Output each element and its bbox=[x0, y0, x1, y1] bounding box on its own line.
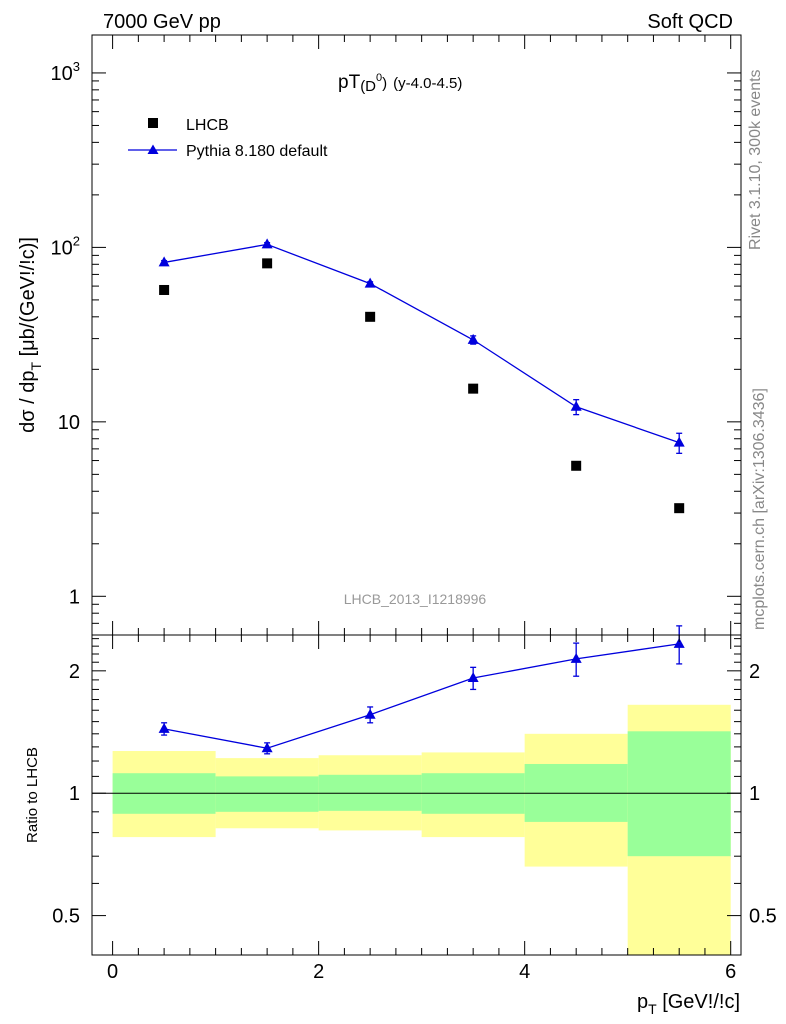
y-tick-label: 102 bbox=[51, 233, 80, 259]
ratio-series bbox=[158, 625, 685, 755]
rivet-label: Rivet 3.1.10, 300k events bbox=[747, 69, 764, 250]
lhcb-point bbox=[262, 258, 273, 269]
legend-marker-lhcb bbox=[148, 118, 158, 128]
ratio-line bbox=[163, 643, 680, 749]
ratio-y-axis-label: Ratio to LHCB bbox=[24, 747, 41, 843]
mcplots-label: mcplots.cern.ch [arXiv:1306.3436] bbox=[751, 388, 768, 630]
pythia-point bbox=[364, 277, 376, 288]
legend: LHCB Pythia 8.180 default bbox=[128, 117, 328, 160]
pythia-point bbox=[158, 256, 170, 267]
ratio-y-tick-label: 0.5 bbox=[52, 906, 80, 928]
legend-label-lhcb: LHCB bbox=[186, 117, 229, 134]
title-sub: (D bbox=[360, 78, 376, 95]
pythia-point bbox=[570, 400, 582, 411]
ratio-y-tick-label-right: 2 bbox=[749, 661, 760, 683]
ratio-point bbox=[570, 652, 582, 663]
title-sup: 0 bbox=[376, 72, 382, 84]
ratio-frame bbox=[91, 634, 742, 956]
legend-label-pythia: Pythia 8.180 default bbox=[186, 143, 328, 160]
legend-marker-pythia bbox=[147, 144, 159, 154]
main-y-axis-label: dσ / dpT [μb/(GeV!/!c)] bbox=[17, 237, 44, 433]
y-tick-label: 10 bbox=[58, 412, 80, 434]
ylabel-tail: [μb/(GeV!/!c)] bbox=[17, 237, 39, 362]
ratio-point bbox=[158, 722, 170, 733]
xlabel-sub: T bbox=[648, 1001, 657, 1017]
pythia-point bbox=[673, 436, 685, 447]
lhcb-point bbox=[674, 503, 685, 514]
main-x-ticks bbox=[112, 35, 732, 635]
ratio-point bbox=[364, 708, 376, 719]
x-axis-label: pT [GeV!/!c] bbox=[637, 991, 740, 1017]
x-tick-label: 6 bbox=[725, 961, 736, 983]
header-left: 7000 GeV pp bbox=[103, 11, 221, 33]
lhcb-point bbox=[365, 311, 376, 322]
y-tick-label: 103 bbox=[51, 59, 80, 85]
title-close: ) bbox=[382, 75, 387, 92]
ratio-y-tick-label: 1 bbox=[69, 783, 80, 805]
lhcb-point bbox=[159, 284, 170, 295]
ylabel-sub: T bbox=[28, 362, 44, 371]
ratio-y-tick-label-right: 0.5 bbox=[749, 906, 777, 928]
main-y-ticks bbox=[92, 72, 741, 636]
main-y-tick-labels: 1 10 102 103 bbox=[51, 59, 80, 608]
ratio-ticks bbox=[92, 635, 741, 956]
uncertainty-band-inner bbox=[627, 731, 731, 857]
header-right: Soft QCD bbox=[647, 11, 733, 33]
main-panel: 1 10 102 103 pT(D0) (y-4.0-4.5) LHCB Pythia … bbox=[17, 34, 742, 636]
title-extra: (y-4.0-4.5) bbox=[393, 75, 462, 92]
ratio-point bbox=[467, 672, 479, 683]
main-series bbox=[158, 238, 685, 514]
ratio-tick-labels: 0.5 0.5 1 1 2 2 0 2 4 6 bbox=[52, 661, 777, 983]
x-tick-label: 0 bbox=[107, 961, 118, 983]
ratio-point bbox=[673, 637, 685, 648]
xlabel-main: p bbox=[637, 991, 648, 1013]
lhcb-point bbox=[571, 460, 582, 471]
uncertainty-band-inner bbox=[215, 776, 319, 812]
ratio-y-tick-label: 2 bbox=[69, 661, 80, 683]
ratio-point bbox=[261, 742, 273, 753]
xlabel-tail: [GeV!/!c] bbox=[657, 991, 740, 1013]
title-main: pT bbox=[338, 72, 361, 93]
analysis-label: LHCB_2013_I1218996 bbox=[344, 591, 487, 607]
pythia-line bbox=[163, 243, 680, 444]
ratio-bands bbox=[112, 704, 731, 955]
lhcb-point bbox=[468, 383, 479, 394]
ratio-y-tick-label-right: 1 bbox=[749, 783, 760, 805]
ylabel-main: dσ / dp bbox=[17, 371, 39, 433]
ratio-panel: 0.5 0.5 1 1 2 2 0 2 4 6 Ratio to LHCB pT [GeV!/!c… bbox=[24, 625, 777, 1017]
pythia-point bbox=[467, 333, 479, 344]
x-tick-label: 2 bbox=[313, 961, 324, 983]
pythia-point bbox=[261, 238, 273, 249]
x-tick-label: 4 bbox=[519, 961, 530, 983]
y-tick-label: 1 bbox=[69, 586, 80, 608]
chart-title: pT(D0) (y-4.0-4.5) bbox=[338, 72, 462, 95]
